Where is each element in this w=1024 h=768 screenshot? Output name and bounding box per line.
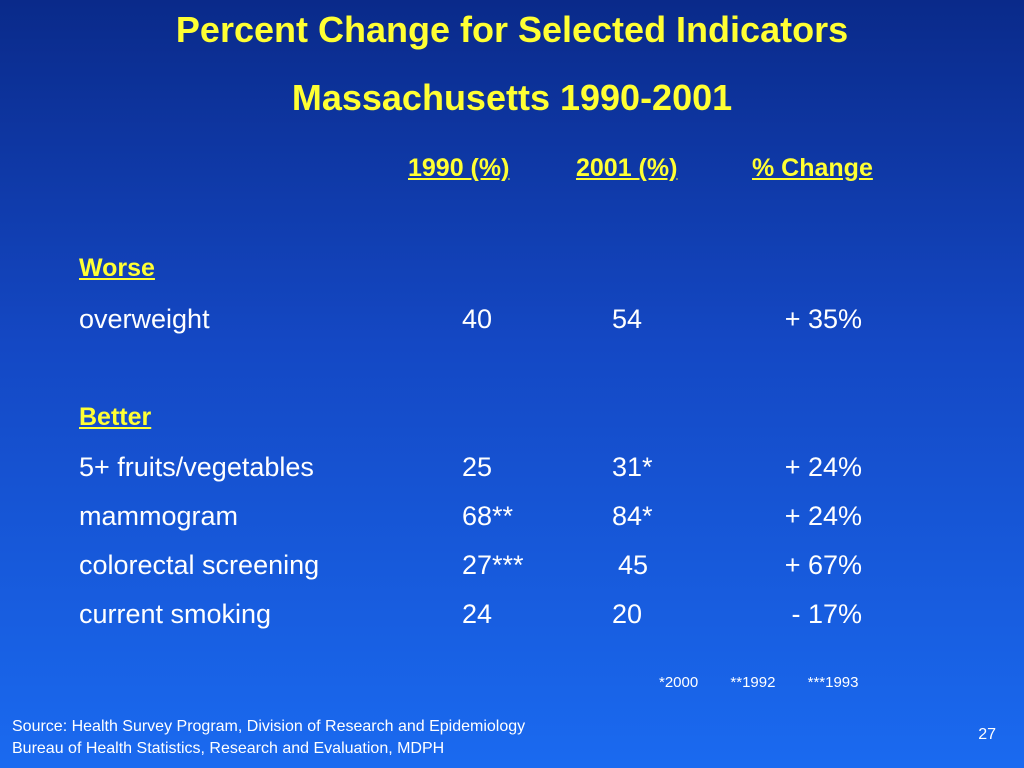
value-change: + 24% xyxy=(784,501,862,531)
value-change: + 35% xyxy=(784,304,862,334)
value-1990: 24 xyxy=(462,599,493,629)
table-row: overweight 40 54 + 35% xyxy=(0,304,1024,340)
source-line: Source: Health Survey Program, Division … xyxy=(12,718,526,735)
value-1990: 40 xyxy=(462,304,493,334)
column-header-1990: 1990 (%) xyxy=(408,154,510,182)
value-2001: 31* xyxy=(612,452,653,482)
table-row: current smoking 24 20 - 17% xyxy=(0,599,1024,635)
value-2001: 20 xyxy=(612,599,643,629)
row-label: current smoking xyxy=(79,599,272,629)
value-change: + 24% xyxy=(784,452,862,482)
row-label: overweight xyxy=(79,304,210,334)
value-2001: 54 xyxy=(612,304,643,334)
value-2001: 84* xyxy=(612,501,653,531)
column-header-change: % Change xyxy=(752,154,873,182)
section-heading-worse: Worse xyxy=(79,254,155,282)
value-1990: 68** xyxy=(462,501,514,531)
row-label: mammogram xyxy=(79,501,239,531)
table-row: 5+ fruits/vegetables 25 31* + 24% xyxy=(0,452,1024,488)
footnotes: *2000 **1992 ***1993 xyxy=(659,674,887,691)
value-1990: 27*** xyxy=(462,550,524,580)
footnote: *2000 xyxy=(659,674,699,691)
row-label: colorectal screening xyxy=(79,550,320,580)
value-change: - 17% xyxy=(791,599,862,629)
page-number: 27 xyxy=(978,726,996,743)
slide-subtitle: Massachusetts 1990-2001 xyxy=(291,77,733,118)
footnote: **1992 xyxy=(730,674,776,691)
table-row: colorectal screening 27*** 45 + 67% xyxy=(0,550,1024,586)
table-row: mammogram 68** 84* + 24% xyxy=(0,501,1024,537)
value-1990: 25 xyxy=(462,452,493,482)
row-label: 5+ fruits/vegetables xyxy=(79,452,314,482)
value-2001: 45 xyxy=(618,550,649,580)
column-header-2001: 2001 (%) xyxy=(576,154,678,182)
section-heading-better: Better xyxy=(79,403,152,431)
source-line: Bureau of Health Statistics, Research an… xyxy=(12,740,445,757)
slide-title: Percent Change for Selected Indicators xyxy=(175,9,849,50)
value-change: + 67% xyxy=(784,550,862,580)
footnote: ***1993 xyxy=(807,674,859,691)
